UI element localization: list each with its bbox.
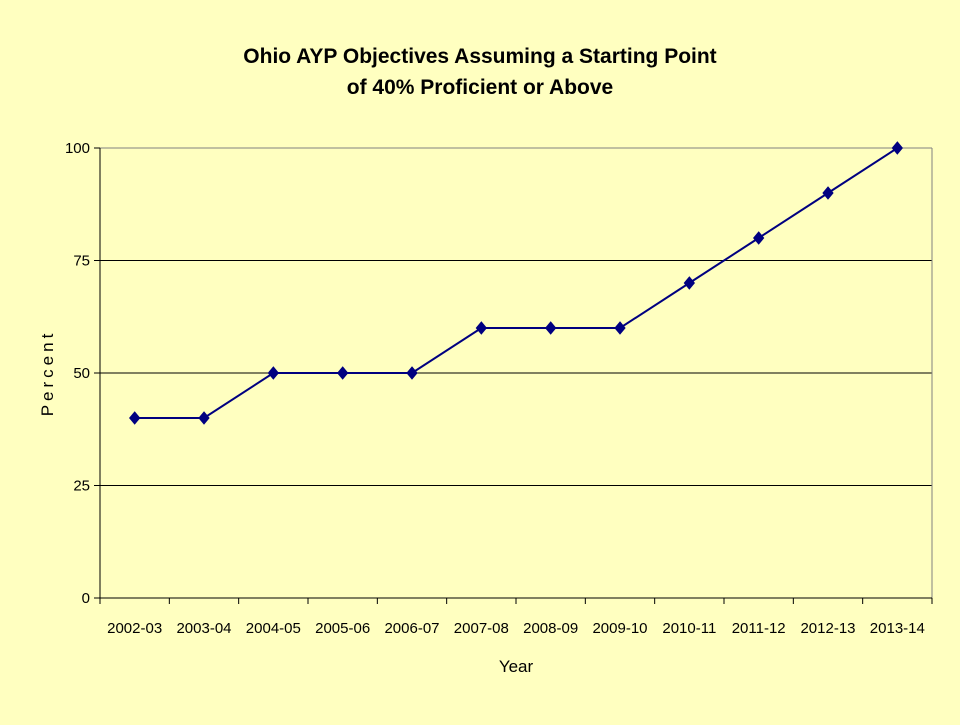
- data-point-marker: [683, 276, 695, 290]
- x-tick-label: 2008-09: [523, 620, 578, 637]
- x-tick-label: 2004-05: [246, 620, 301, 637]
- x-tick-label: 2013-14: [870, 620, 925, 637]
- data-point-marker: [267, 366, 279, 380]
- y-tick-label: 0: [82, 590, 90, 607]
- x-tick-label: 2010-11: [662, 620, 716, 637]
- gridlines: [100, 147, 932, 486]
- y-tick-label: 75: [73, 253, 90, 270]
- x-tick-label: 2005-06: [315, 620, 370, 637]
- x-tick-label: 2006-07: [384, 620, 439, 637]
- data-point-marker: [545, 321, 557, 335]
- x-tick-label: 2007-08: [454, 620, 509, 637]
- data-point-marker: [198, 411, 210, 425]
- series-line-path: [134, 147, 898, 419]
- y-tick-label: 100: [65, 140, 90, 157]
- x-tick-label: 2012-13: [800, 620, 855, 637]
- y-tick-label: 50: [73, 365, 90, 382]
- data-point-marker: [891, 141, 903, 155]
- x-tick-label: 2011-12: [732, 620, 786, 637]
- x-tick-label: 2003-04: [176, 620, 231, 637]
- data-point-marker: [475, 321, 487, 335]
- y-tick-labels: 0 25 50 75 100: [65, 140, 90, 607]
- y-axis-title: Percent: [38, 330, 57, 417]
- y-tick-label: 25: [73, 478, 90, 495]
- chart-title: Ohio AYP Objectives Assuming a Starting …: [243, 45, 716, 99]
- chart-title-line-1: Ohio AYP Objectives Assuming a Starting …: [243, 45, 716, 68]
- x-tick-label: 2009-10: [592, 620, 647, 637]
- x-tick-label: 2002-03: [107, 620, 162, 637]
- data-point-marker: [753, 231, 765, 245]
- data-point-marker: [129, 411, 141, 425]
- data-point-marker: [406, 366, 418, 380]
- chart-title-line-2: of 40% Proficient or Above: [347, 76, 613, 99]
- data-markers: [129, 141, 903, 425]
- axes: [94, 147, 933, 604]
- x-axis-title: Year: [499, 657, 534, 676]
- data-point-marker: [822, 186, 834, 200]
- series-line: [134, 147, 898, 419]
- data-point-marker: [337, 366, 349, 380]
- data-point-marker: [614, 321, 626, 335]
- x-tick-labels: 2002-03 2003-04 2004-05 2005-06 2006-07 2007-…: [107, 620, 925, 637]
